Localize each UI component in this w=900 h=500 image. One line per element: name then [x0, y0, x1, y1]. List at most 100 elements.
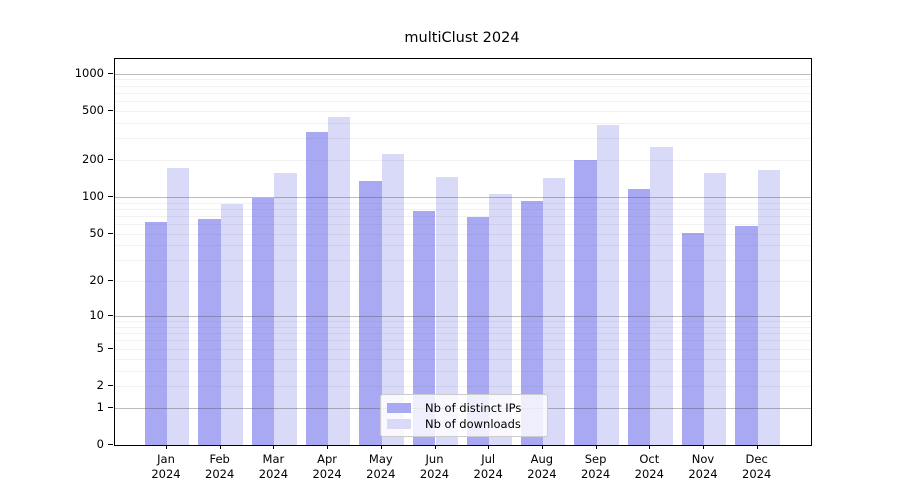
y-tick-label-5: 5	[96, 340, 104, 355]
bar-distinct-ips-jun	[413, 210, 436, 445]
bar-downloads-oct	[650, 147, 673, 445]
bar-distinct-ips-apr	[305, 132, 329, 445]
legend-item-distinct-ips: Nb of distinct IPs	[387, 400, 539, 416]
x-tick-mark	[219, 445, 221, 449]
gridline-minor	[115, 245, 811, 247]
y-tick-label-200: 200	[82, 152, 104, 167]
legend-swatch-distinct-ips	[387, 403, 411, 413]
gridline-minor	[115, 333, 811, 335]
chart-title: multiClust 2024	[404, 30, 520, 46]
x-tick-mark	[488, 445, 490, 449]
y-tick-label-500: 500	[82, 102, 104, 117]
x-tick-mark	[649, 445, 651, 449]
gridline-minor	[115, 110, 811, 112]
bar-downloads-apr	[328, 117, 351, 445]
gridline-minor	[115, 92, 811, 94]
x-tick-label-mar: Mar 2024	[258, 452, 289, 481]
gridline-minor	[115, 281, 811, 283]
gridline-minor	[115, 224, 811, 226]
gridline-minor	[115, 85, 811, 87]
bar-distinct-ips-aug	[520, 200, 543, 445]
gridline-minor	[115, 138, 811, 140]
y-tick-mark	[108, 280, 113, 282]
y-tick-mark	[108, 347, 113, 349]
y-tick-label-10: 10	[89, 308, 104, 323]
y-tick-label-1000: 1000	[74, 65, 104, 80]
gridline-minor	[115, 370, 811, 372]
x-tick-mark	[541, 445, 543, 449]
bar-downloads-jun	[435, 176, 458, 445]
x-tick-label-feb: Feb 2024	[205, 452, 235, 481]
bar-downloads-mar	[274, 173, 297, 445]
bar-distinct-ips-jan	[144, 222, 167, 445]
x-tick-label-dec: Dec 2024	[742, 452, 772, 481]
x-tick-mark	[756, 445, 758, 449]
x-tick-mark	[327, 445, 329, 449]
legend-label-distinct-ips: Nb of distinct IPs	[425, 401, 522, 415]
gridline-minor	[115, 358, 811, 360]
bar-downloads-aug	[542, 178, 566, 445]
gridline-minor	[115, 215, 811, 217]
bar-distinct-ips-nov	[681, 232, 704, 445]
y-tick-mark	[108, 196, 113, 198]
x-tick-mark	[703, 445, 704, 449]
y-tick-label-20: 20	[89, 273, 104, 288]
x-tick-label-aug: Aug 2024	[527, 452, 557, 481]
bar-downloads-sep	[596, 125, 619, 445]
x-tick-mark	[595, 445, 597, 449]
gridline-minor	[115, 340, 811, 342]
plot-area: Nb of distinct IPs Nb of downloads	[114, 58, 812, 446]
bar-downloads-dec	[757, 170, 781, 445]
y-tick-label-2: 2	[96, 377, 104, 392]
bar-distinct-ips-sep	[574, 160, 597, 445]
x-tick-label-jan: Jan 2024	[151, 452, 181, 481]
gridline-major	[115, 197, 811, 199]
gridline-minor	[115, 233, 811, 235]
legend: Nb of distinct IPs Nb of downloads	[380, 394, 548, 437]
x-tick-mark	[380, 445, 382, 449]
y-tick-mark	[108, 444, 113, 445]
bar-distinct-ips-oct	[627, 188, 651, 445]
x-tick-mark	[273, 445, 275, 449]
legend-label-downloads: Nb of downloads	[425, 417, 521, 431]
gridline-minor	[115, 348, 811, 350]
gridline-minor	[115, 385, 811, 387]
gridline-minor	[115, 122, 811, 124]
legend-item-downloads: Nb of downloads	[387, 416, 539, 432]
gridline-major	[115, 73, 811, 75]
y-tick-mark	[108, 159, 113, 161]
legend-swatch-downloads	[387, 419, 411, 429]
gridline-minor	[115, 160, 811, 162]
y-tick-label-100: 100	[82, 189, 104, 204]
bar-downloads-jul	[489, 194, 512, 445]
x-tick-mark	[434, 445, 436, 449]
bar-downloads-jan	[167, 168, 190, 445]
bar-distinct-ips-feb	[198, 219, 221, 445]
x-tick-label-nov: Nov 2024	[688, 452, 718, 481]
gridline-minor	[115, 260, 811, 262]
bar-downloads-nov	[704, 173, 727, 445]
y-tick-mark	[108, 384, 113, 386]
gridline-minor	[115, 321, 811, 323]
y-tick-mark	[108, 109, 113, 111]
gridline-minor	[115, 79, 811, 81]
x-tick-mark	[166, 445, 167, 449]
y-tick-mark	[108, 315, 113, 317]
gridline-minor	[115, 202, 811, 204]
bar-downloads-feb	[220, 203, 244, 445]
gridline-minor	[115, 208, 811, 210]
x-tick-label-oct: Oct 2024	[634, 452, 664, 481]
y-tick-mark	[108, 232, 113, 234]
y-tick-label-0: 0	[96, 437, 104, 451]
x-tick-label-jul: Jul 2024	[473, 452, 503, 481]
gridline-minor	[115, 326, 811, 328]
bar-downloads-may	[381, 154, 405, 445]
y-tick-label-50: 50	[89, 225, 104, 240]
x-tick-label-sep: Sep 2024	[580, 452, 611, 481]
gridline-major	[115, 316, 811, 318]
x-tick-label-apr: Apr 2024	[312, 452, 342, 481]
bar-distinct-ips-may	[359, 181, 382, 445]
bar-distinct-ips-mar	[252, 197, 275, 445]
x-tick-label-jun: Jun 2024	[419, 452, 450, 481]
